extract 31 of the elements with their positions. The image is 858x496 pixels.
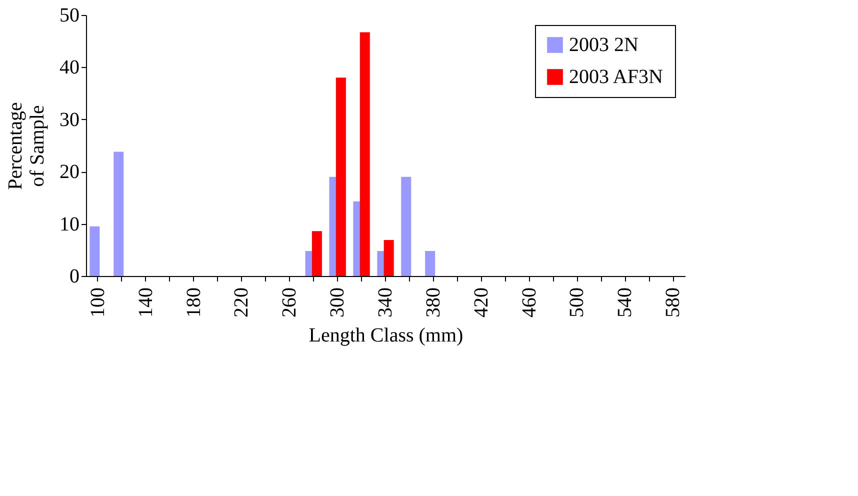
y-tick-label: 50 <box>60 4 80 26</box>
x-tick-label: 220 <box>230 288 253 318</box>
x-tick-label: 260 <box>278 288 301 318</box>
x-tick-label: 580 <box>662 288 684 318</box>
y-tick-label: 20 <box>60 161 80 184</box>
x-tick-label: 340 <box>374 288 396 318</box>
y-tick-label: 0 <box>70 266 80 288</box>
bar <box>336 78 346 276</box>
bar <box>360 32 370 276</box>
bar <box>425 250 436 276</box>
x-tick-label: 420 <box>470 288 492 318</box>
y-tick-label: 30 <box>60 108 80 131</box>
bar <box>312 231 322 276</box>
x-tick-label: 460 <box>518 288 540 318</box>
bar <box>90 226 100 276</box>
x-tick-label: 300 <box>326 288 349 318</box>
legend-label: 2003 AF3N <box>569 66 663 88</box>
x-tick-label: 380 <box>422 288 444 318</box>
bar <box>401 176 412 276</box>
x-tick-label: 100 <box>86 288 109 318</box>
x-tick-label: 500 <box>566 288 588 318</box>
legend-label: 2003 2N <box>569 34 638 56</box>
bar <box>384 240 394 276</box>
x-tick-label: 140 <box>134 288 157 318</box>
x-tick-label: 540 <box>614 288 636 318</box>
y-tick-label: 40 <box>60 56 80 79</box>
y-axis-title: Percentage of Sample <box>4 102 48 190</box>
x-axis-title: Length Class (mm) <box>308 324 464 346</box>
y-tick-label: 10 <box>60 213 80 236</box>
bar <box>114 152 124 276</box>
x-tick-label: 180 <box>182 288 205 318</box>
